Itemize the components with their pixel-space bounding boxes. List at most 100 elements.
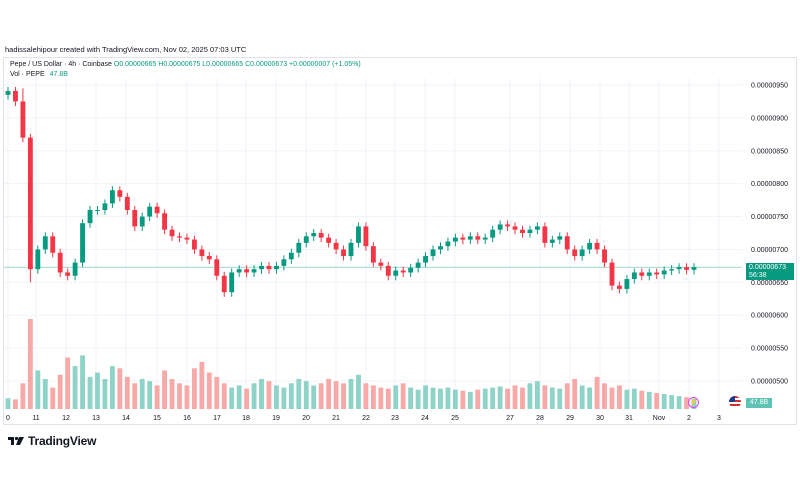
volume-bar [684,397,689,409]
volume-bar [80,355,85,409]
candle-body [669,269,675,271]
x-tick-label: 2 [687,415,691,422]
volume-bar [460,390,466,409]
legend: Pepe / US Dollar · 4h · Coinbase O0.0000… [10,61,361,78]
x-tick-label: 24 [421,415,429,422]
volume-bar [378,387,384,409]
candle-body [333,242,339,250]
candle-body [520,229,525,233]
candle-body [594,242,600,250]
y-tick-label: 0.00000750 [751,214,788,221]
candle-body [564,236,570,250]
y-tick-label: 0.00000900 [751,115,788,122]
volume-bar [363,383,369,409]
candle-body [341,249,346,257]
candle-body [639,272,645,276]
tradingview-logo[interactable]: TradingView [8,434,96,448]
x-tick-label: 22 [362,415,370,422]
volume-bar [274,385,279,409]
candle-body [109,190,115,204]
x-tick-label: 16 [183,415,191,422]
volume-bar [587,387,593,409]
candle-body [221,275,227,293]
candle-body [281,259,287,266]
volume-bar [199,361,205,409]
us-flag-icon[interactable] [729,396,741,408]
volume-bar [102,379,108,409]
candle-body [65,272,71,276]
candle-body [184,237,190,240]
candle-body [199,249,205,257]
x-tick-label: 11 [32,415,39,422]
candle-body [87,209,93,224]
x-tick-label: 25 [451,415,459,422]
candle-body [162,213,168,230]
candle-body [512,226,518,230]
volume-bar [333,381,339,409]
volume-bar [564,383,570,409]
volume-bar [408,387,414,409]
y-tick-label: 0.00000800 [751,181,788,188]
candle-body [490,229,496,238]
volume-bar [661,394,667,409]
volume-bar [415,389,421,409]
volume-bar [639,390,645,409]
volume-bar [467,391,473,409]
volume-bar [132,383,138,409]
gridlines [4,78,742,410]
candle-body [124,196,130,210]
candle-body [460,237,466,240]
volume-bar [527,383,533,409]
x-tick-label: 19 [272,415,280,422]
volume-bar [42,379,48,409]
x-tick-label: 3 [717,415,721,422]
x-tick-label: 18 [242,415,250,422]
volume-bar [266,381,272,409]
volume-bar [95,372,100,409]
candle-body [177,236,182,238]
y-tick-label: 0.00000500 [751,379,788,386]
x-tick-label: 13 [92,415,100,422]
candle-body [505,224,511,227]
volume-bar [318,383,324,409]
candle-body [147,206,153,217]
candle-body [42,236,48,250]
volume-bar [117,368,123,409]
symbol-label[interactable]: Pepe / US Dollar · 4h · Coinbase [10,61,112,68]
lightning-icon[interactable]: ⚡ [688,397,699,408]
candle-body [348,242,354,257]
candle-body [408,267,414,273]
volume-bar [370,385,376,409]
candle-body [13,90,18,102]
candle-body [534,226,540,230]
x-tick-label: 31 [625,415,633,422]
volume-bar [50,387,56,409]
volume-bar [303,381,309,409]
volume-bar [557,388,563,409]
candle-body [475,236,481,240]
candle-body [602,249,607,263]
y-tick-label: 0.00000550 [751,346,788,353]
volume-bar [221,383,227,409]
volume-bar [542,385,548,409]
candle-body [587,242,593,250]
volume-bar [229,387,235,409]
volume-bar [5,398,11,409]
volume-bar [654,392,660,409]
candle-body [631,272,637,280]
chart-panel[interactable] [3,57,797,425]
volume-bar [13,399,18,409]
volume-bar [520,387,525,409]
volume-bar [438,388,443,409]
candle-body [251,269,257,273]
volume-bar [87,376,93,409]
volume-bar [579,385,585,409]
bar-countdown: 56:38 [749,272,767,279]
candle-body [654,272,660,275]
candle-body [236,269,242,273]
volume-bar [669,395,675,409]
candle-body [691,267,697,270]
volume-label[interactable]: Vol · PEPE [10,71,45,78]
volume-bar [497,386,503,409]
